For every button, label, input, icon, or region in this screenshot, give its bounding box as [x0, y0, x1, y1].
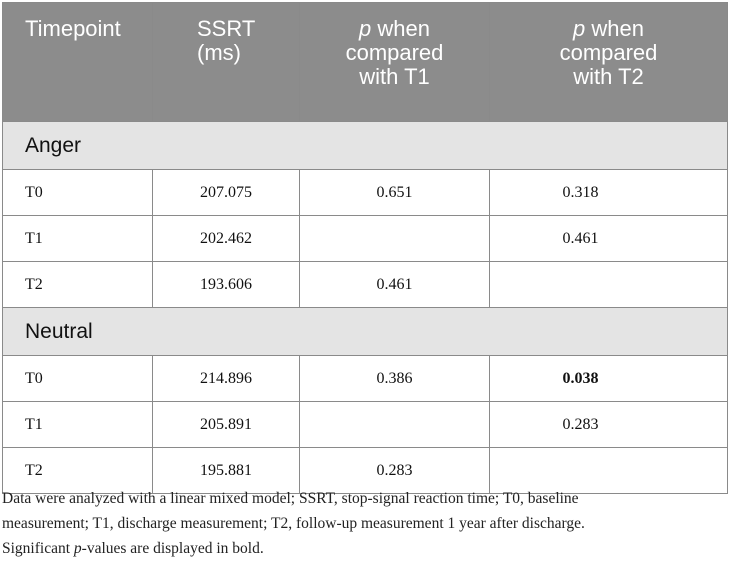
p-t2-cell: 0.283	[489, 401, 728, 448]
table-row: T2 195.881 0.283	[2, 447, 728, 494]
p-t1-cell: 0.461	[299, 261, 490, 308]
timepoint-cell: T2	[2, 261, 153, 308]
table-row: T1 205.891 0.283	[2, 401, 728, 448]
p-t2-cell: 0.318	[489, 169, 728, 216]
timepoint-cell: T0	[2, 355, 153, 402]
p-t2-cell	[489, 261, 728, 308]
ssrt-cell: 205.891	[152, 401, 300, 448]
timepoint-cell: T1	[2, 215, 153, 262]
table-row: T1 202.462 0.461	[2, 215, 728, 262]
section-title: Anger	[2, 121, 728, 170]
ssrt-cell: 202.462	[152, 215, 300, 262]
table-footnote: Data were analyzed with a linear mixed m…	[2, 486, 729, 561]
p-t1-cell: 0.651	[299, 169, 490, 216]
ssrt-cell: 193.606	[152, 261, 300, 308]
significant-p-value: 0.038	[562, 369, 599, 387]
p-t2-cell: 0.038	[489, 355, 728, 402]
section-row-anger: Anger	[2, 121, 728, 170]
section-row-neutral: Neutral	[2, 307, 728, 356]
ssrt-cell: 195.881	[152, 447, 300, 494]
table-row: T0 207.075 0.651 0.318	[2, 169, 728, 216]
ssrt-cell: 214.896	[152, 355, 300, 402]
p-t1-cell: 0.386	[299, 355, 490, 402]
footnote-line: measurement; T1, discharge measurement; …	[2, 515, 585, 532]
header-timepoint: Timepoint	[2, 2, 153, 122]
header-p-t1: p when compared with T1	[299, 2, 490, 122]
header-p-t2: p when compared with T2	[489, 2, 728, 122]
header-row: Timepoint SSRT (ms) p when compared with T1…	[2, 2, 728, 122]
p-t2-cell: 0.461	[489, 215, 728, 262]
p-t2-cell	[489, 447, 728, 494]
p-t1-cell	[299, 401, 490, 448]
table-row: T0 214.896 0.386 0.038	[2, 355, 728, 402]
ssrt-cell: 207.075	[152, 169, 300, 216]
timepoint-cell: T1	[2, 401, 153, 448]
results-table: Timepoint SSRT (ms) p when compared with T1…	[2, 2, 728, 494]
p-t1-cell	[299, 215, 490, 262]
footnote-line: Significant p-values are displayed in bo…	[2, 540, 264, 557]
footnote-line: Data were analyzed with a linear mixed m…	[2, 490, 579, 507]
header-ssrt: SSRT (ms)	[152, 2, 300, 122]
table-row: T2 193.606 0.461	[2, 261, 728, 308]
timepoint-cell: T0	[2, 169, 153, 216]
section-title: Neutral	[2, 307, 728, 356]
timepoint-cell: T2	[2, 447, 153, 494]
